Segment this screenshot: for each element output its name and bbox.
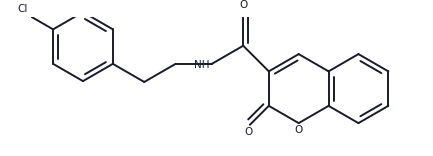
Text: NH: NH [194, 60, 210, 70]
Text: O: O [294, 125, 303, 135]
Text: Cl: Cl [18, 4, 28, 14]
Text: O: O [244, 127, 252, 137]
Text: O: O [239, 0, 247, 10]
